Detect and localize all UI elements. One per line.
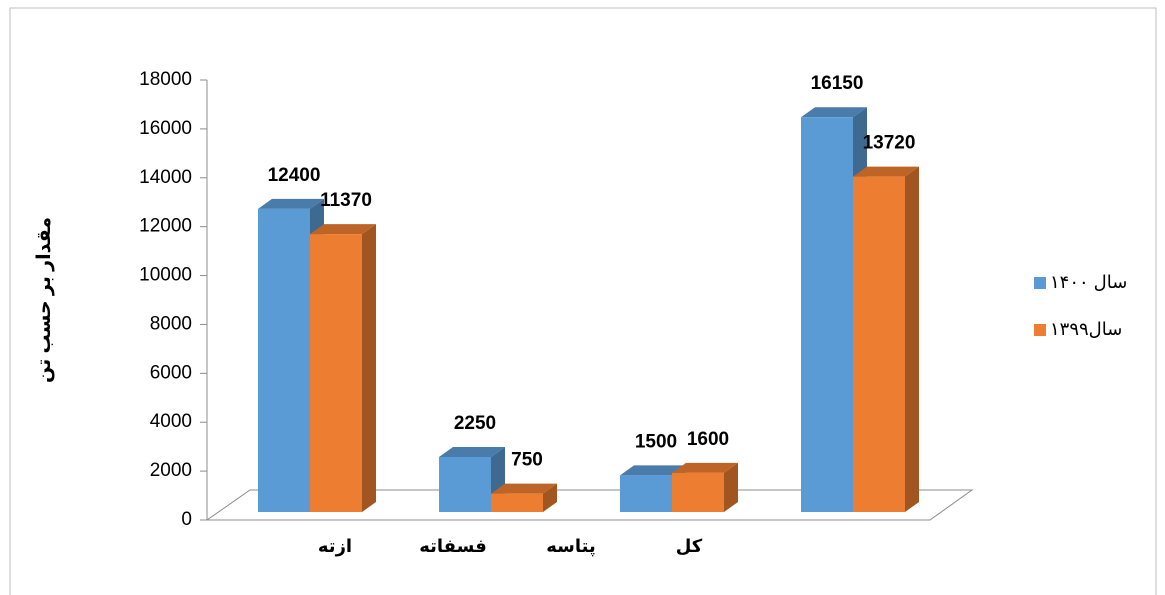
bar-face [724, 462, 738, 512]
bar-face [362, 224, 376, 513]
bar [853, 166, 919, 512]
y-tick-label: 0 [181, 509, 192, 530]
floor [205, 489, 974, 521]
bar-face [620, 475, 672, 512]
bar-face [491, 483, 557, 494]
data-label: 12400 [268, 165, 321, 186]
bar-face [439, 447, 505, 457]
bar-face [439, 457, 491, 512]
legend-swatch [1034, 277, 1046, 289]
legend-label: سال۱۳۹۹ [1050, 319, 1122, 339]
bar-face [853, 166, 919, 177]
x-tick-label: فسفاته [419, 536, 487, 556]
data-label: 11370 [320, 190, 372, 211]
x-tick-label: پتاسه [546, 536, 595, 557]
data-label: 2250 [454, 413, 496, 434]
y-tick-label: 6000 [150, 362, 192, 383]
bar-face [801, 117, 853, 512]
bar-face [310, 224, 376, 235]
data-label: 750 [511, 450, 543, 471]
data-label: 16150 [811, 73, 864, 94]
bar-face [905, 166, 919, 512]
bar-face [543, 483, 557, 512]
x-tick-label: ازته [318, 536, 352, 556]
y-tick-label: 18000 [139, 69, 192, 90]
legend-label: سال ۱۴۰۰ [1050, 272, 1127, 292]
y-axis-title: مقدار بر حسب تن [34, 217, 55, 383]
bar-face [801, 107, 867, 118]
y-tick-label: 10000 [139, 265, 192, 286]
y-tick-label: 12000 [139, 216, 192, 237]
bar-face [853, 176, 905, 512]
y-tick-label: 8000 [150, 313, 192, 334]
bar-face [310, 234, 362, 513]
bar [491, 483, 557, 512]
y-tick-label: 16000 [139, 118, 192, 139]
bar-face [258, 208, 310, 512]
y-tick-label: 14000 [139, 167, 192, 188]
data-label: 13720 [863, 133, 916, 154]
data-label: 1600 [687, 429, 729, 450]
bar-face [672, 462, 738, 473]
bar [310, 224, 376, 513]
chart-frame [9, 7, 1157, 595]
bar-face [491, 493, 543, 512]
x-tick-label: کل [676, 536, 703, 556]
bar-face [672, 472, 724, 512]
bar-face [620, 465, 686, 476]
bar [672, 462, 738, 512]
bar-face [258, 198, 324, 209]
data-label: 1500 [635, 431, 677, 452]
legend-swatch [1034, 324, 1046, 336]
y-tick-label: 4000 [150, 411, 192, 432]
y-tick-label: 2000 [150, 460, 192, 481]
